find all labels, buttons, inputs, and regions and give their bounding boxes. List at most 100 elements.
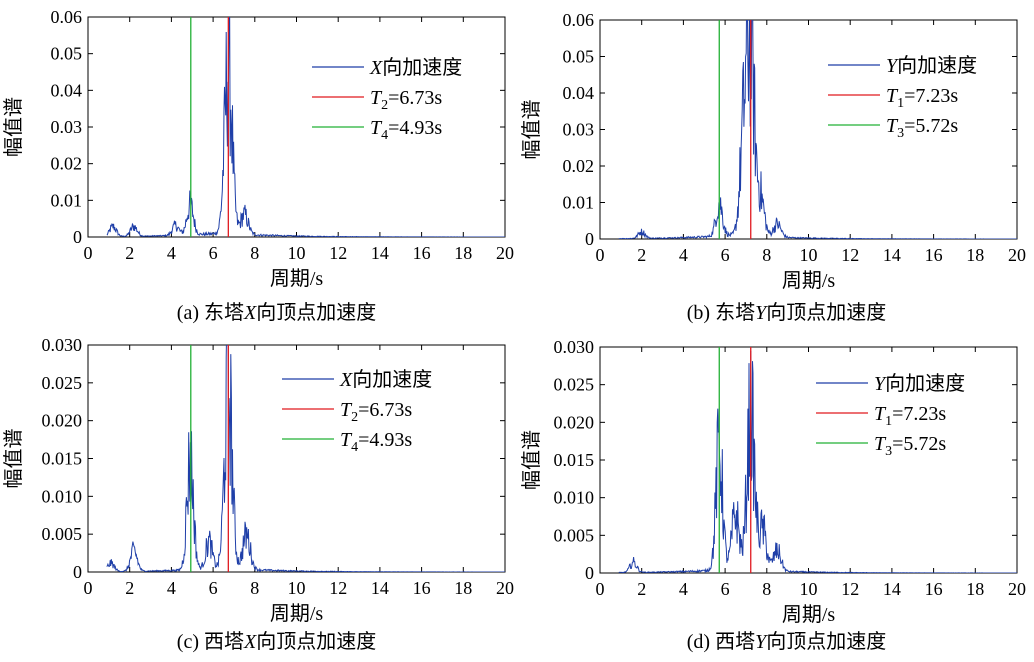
x-tick-label: 8: [762, 245, 771, 265]
x-tick-label: 6: [721, 245, 730, 265]
x-tick-label: 20: [496, 578, 514, 598]
x-tick-label: 20: [496, 243, 514, 263]
x-tick-label: 14: [371, 578, 389, 598]
x-tick-label: 6: [721, 579, 730, 599]
x-tick-label: 18: [966, 579, 984, 599]
x-tick-label: 20: [1008, 245, 1026, 265]
legend-label: T2=6.73s: [370, 87, 442, 113]
x-tick-label: 0: [84, 243, 93, 263]
legend: X向加速度 T2=6.73s T4=4.93s: [312, 56, 462, 143]
x-tick-label: 8: [250, 243, 259, 263]
subplot-caption: (b) 东塔Y向顶点加速度: [687, 301, 886, 324]
x-tick-label: 8: [762, 579, 771, 599]
y-tick-label: 0.015: [554, 450, 595, 470]
x-tick-label: 0: [596, 245, 605, 265]
y-tick-label: 0.010: [42, 486, 83, 506]
y-tick-label: 0.06: [563, 10, 595, 30]
y-tick-label: 0.05: [563, 47, 595, 67]
y-tick-label: 0: [585, 229, 594, 249]
legend-label: T2=6.73s: [340, 399, 412, 425]
subplot-d: 0 2 4 6 8 10 12 14 16 18 20 0 0.005 0.010 0.015 0.020 0.…: [520, 337, 1026, 653]
x-tick-label: 10: [288, 243, 306, 263]
x-tick-label: 20: [1008, 579, 1026, 599]
plot-frame: [87, 16, 506, 238]
legend: Y向加速度 T1=7.23s T3=5.72s: [816, 372, 965, 459]
y-tick-label: 0.010: [554, 488, 595, 508]
y-tick-label: 0.02: [563, 156, 595, 176]
legend: Y向加速度 T1=7.23s T3=5.72s: [828, 54, 977, 141]
x-axis-label: 周期/s: [782, 604, 836, 626]
x-tick-label: 0: [84, 578, 93, 598]
legend-label: X向加速度: [339, 368, 432, 391]
y-axis-label: 幅值谱: [2, 97, 25, 157]
y-tick-label: 0.05: [51, 44, 83, 64]
x-tick-label: 6: [209, 243, 218, 263]
legend-label: T3=5.72s: [886, 115, 958, 141]
legend-label: T3=5.72s: [874, 433, 946, 459]
plot-area: [618, 20, 1017, 239]
x-axis-label: 周期/s: [270, 603, 324, 625]
plot-area: [106, 17, 505, 237]
spectrum-line: [106, 345, 505, 572]
x-axis-label: 周期/s: [782, 270, 836, 292]
subplot-a: 0 2 4 6 8 10 12 14 16 18 20 0 0.01 0.02 0.03 0.04 0.05 0.…: [2, 7, 514, 324]
y-axis-label: 幅值谱: [520, 430, 543, 490]
x-tick-label: 16: [413, 243, 431, 263]
legend-label: Y向加速度: [886, 54, 977, 77]
subplot-b: 0 2 4 6 8 10 12 14 16 18 20 0 0.01 0.02 0.03 0.04 0.05 0.…: [520, 10, 1026, 324]
y-tick-label: 0.005: [554, 525, 595, 545]
x-tick-label: 14: [883, 579, 901, 599]
y-tick-label: 0.025: [42, 373, 83, 393]
x-tick-label: 12: [841, 245, 859, 265]
y-tick-label: 0.020: [42, 411, 83, 431]
legend: X向加速度 T2=6.73s T4=4.93s: [282, 368, 432, 455]
x-axis-label: 周期/s: [270, 268, 324, 290]
y-tick-label: 0.03: [51, 117, 83, 137]
y-axis-label: 幅值谱: [520, 100, 543, 160]
legend-label: T1=7.23s: [886, 85, 958, 111]
legend-label: X向加速度: [369, 56, 462, 79]
subplot-caption: (a) 东塔X向顶点加速度: [177, 301, 376, 324]
x-tick-label: 12: [329, 578, 347, 598]
y-tick-label: 0.01: [51, 190, 83, 210]
legend-label: Y向加速度: [874, 372, 965, 395]
x-tick-label: 2: [125, 578, 134, 598]
y-tick-label: 0.04: [51, 80, 83, 100]
x-tick-label: 10: [800, 579, 818, 599]
x-tick-label: 2: [125, 243, 134, 263]
x-tick-label: 16: [925, 245, 943, 265]
x-tick-label: 18: [454, 578, 472, 598]
y-tick-label: 0.030: [42, 335, 83, 355]
x-tick-label: 6: [209, 578, 218, 598]
y-tick-label: 0.030: [554, 337, 595, 357]
x-tick-label: 0: [596, 579, 605, 599]
subplot-caption: (c) 西塔X向顶点加速度: [177, 630, 376, 653]
subplot-c: 0 2 4 6 8 10 12 14 16 18 20 0 0.005 0.010 0.015 0.020 0.…: [2, 335, 514, 653]
x-tick-label: 2: [637, 245, 646, 265]
x-tick-label: 18: [454, 243, 472, 263]
legend-label: T1=7.23s: [874, 403, 946, 429]
y-tick-label: 0.005: [42, 524, 83, 544]
x-tick-label: 12: [329, 243, 347, 263]
y-tick-label: 0.015: [42, 449, 83, 469]
y-tick-label: 0.06: [51, 7, 83, 27]
x-tick-label: 10: [800, 245, 818, 265]
x-tick-label: 4: [679, 245, 688, 265]
plot-area: [106, 345, 505, 572]
x-tick-label: 14: [883, 245, 901, 265]
plot-area: [618, 347, 1017, 573]
y-tick-label: 0.020: [554, 412, 595, 432]
x-tick-label: 4: [167, 243, 176, 263]
x-tick-label: 8: [250, 578, 259, 598]
y-tick-label: 0: [73, 227, 82, 247]
x-tick-label: 2: [637, 579, 646, 599]
y-tick-label: 0.01: [563, 193, 595, 213]
x-tick-label: 4: [679, 579, 688, 599]
y-tick-label: 0.04: [563, 83, 595, 103]
legend-label: T4=4.93s: [370, 117, 442, 143]
y-tick-label: 0.02: [51, 154, 83, 174]
y-tick-label: 0: [585, 563, 594, 583]
x-tick-label: 16: [925, 579, 943, 599]
y-tick-label: 0.03: [563, 120, 595, 140]
